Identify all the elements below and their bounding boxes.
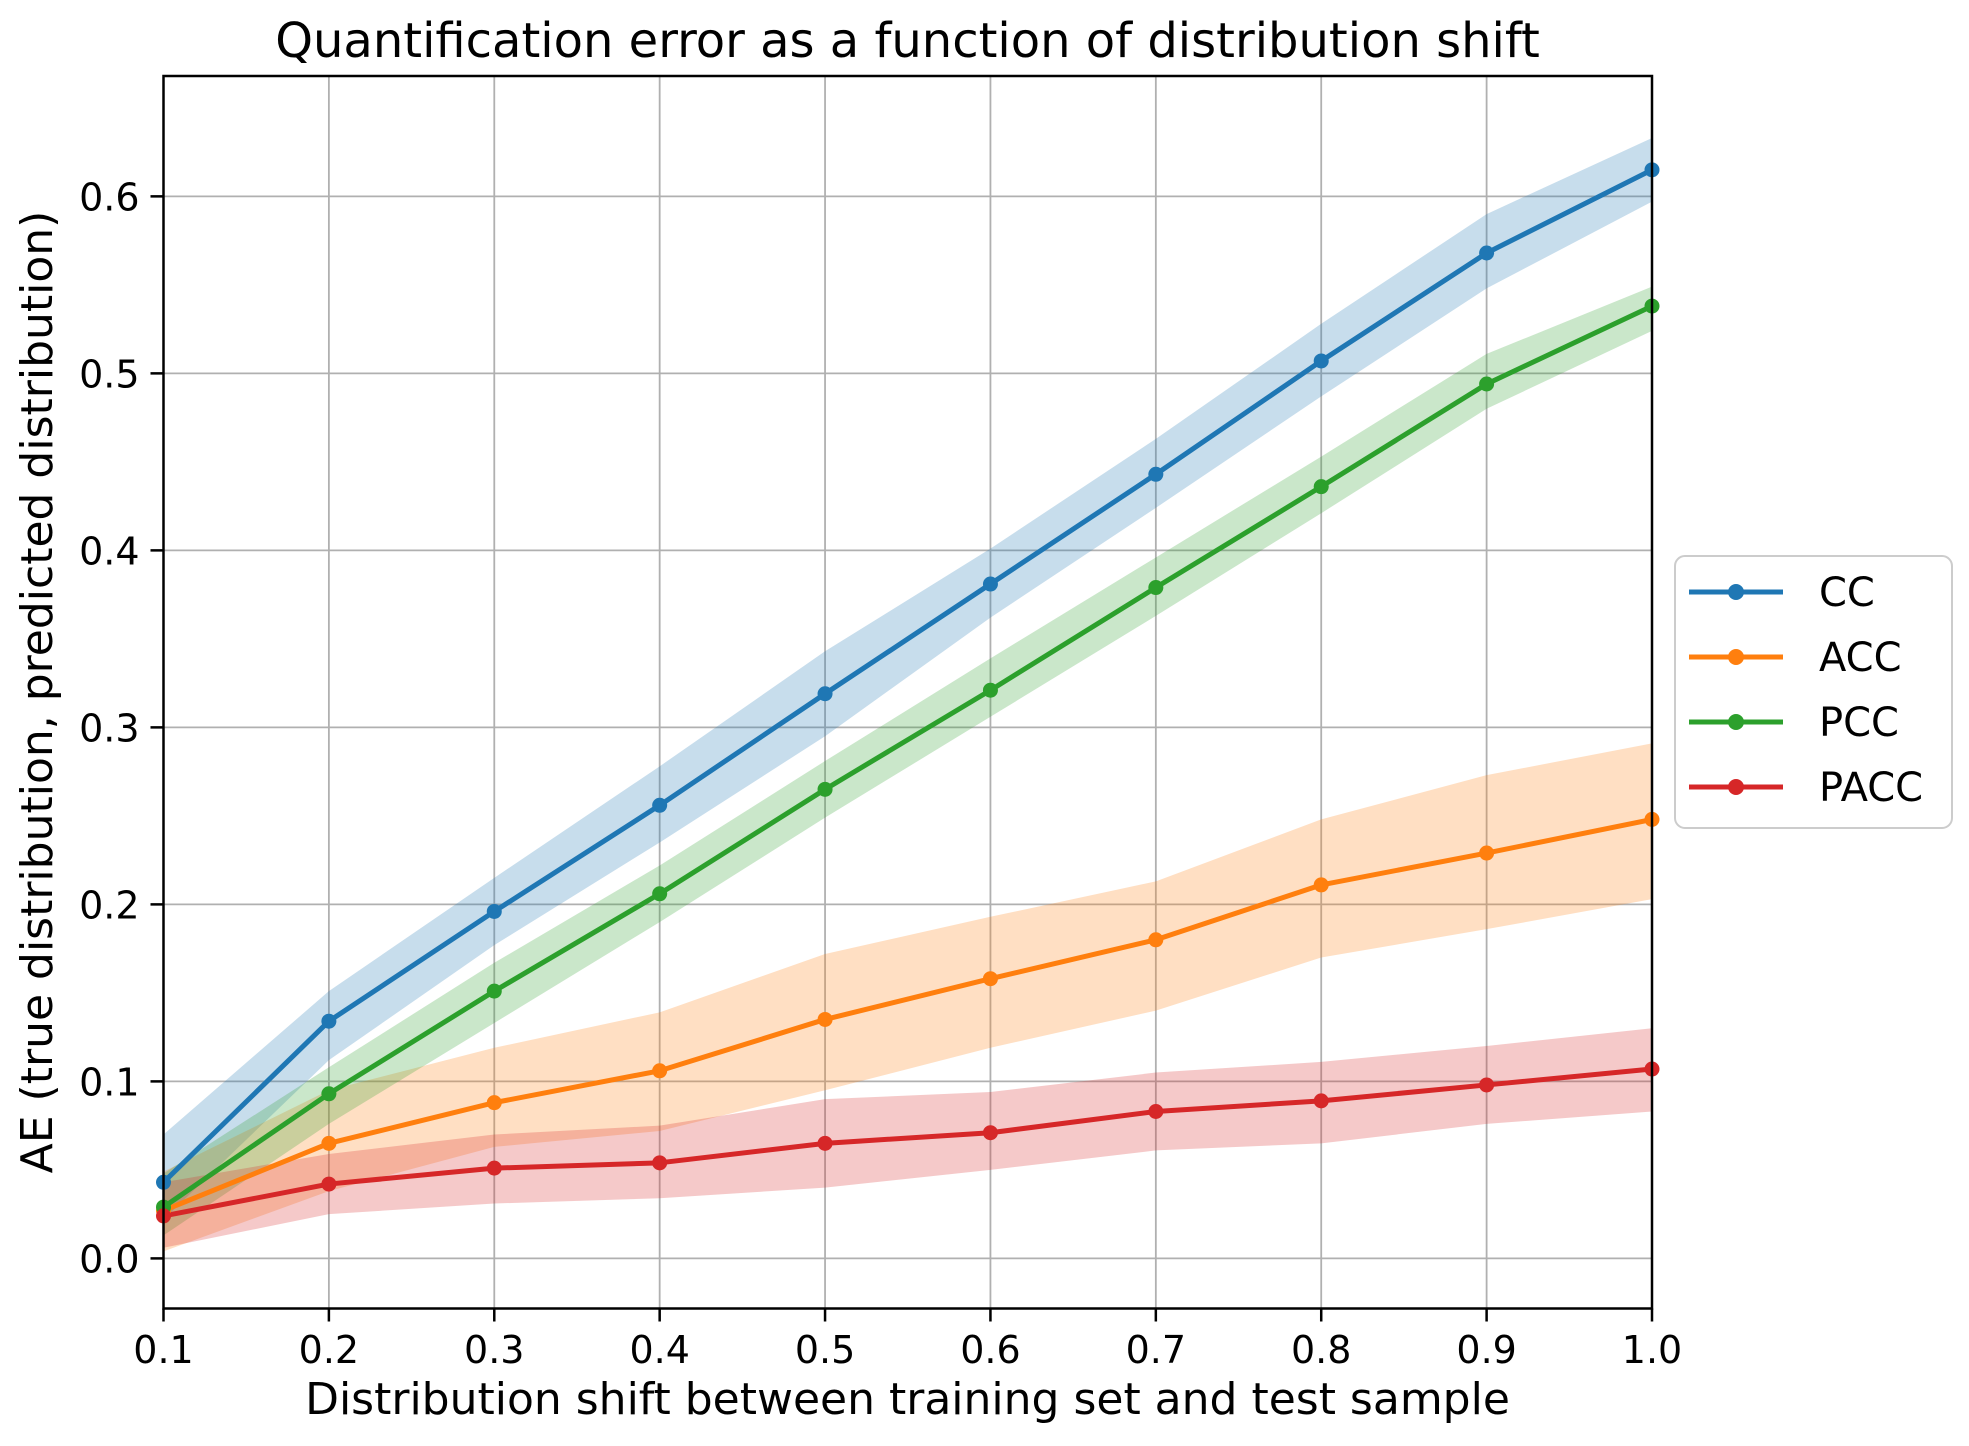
band-CC xyxy=(163,137,1652,1220)
series-lines xyxy=(161,167,1655,1219)
legend-frame xyxy=(1674,555,1953,829)
legend-marker-PCC xyxy=(1728,714,1744,730)
y-tick-label-0.5: 0.5 xyxy=(79,352,139,396)
marker-PACC-0.7 xyxy=(1148,1103,1164,1119)
plot-border xyxy=(162,74,1654,1310)
line-ACC xyxy=(161,816,1655,1214)
legend-item-CC: CC xyxy=(1689,570,1875,616)
marker-ACC-0.5 xyxy=(817,1011,833,1027)
x-tick-label-0.8: 0.8 xyxy=(1291,1328,1351,1372)
marker-PCC-0.5 xyxy=(817,781,833,797)
x-axis-label: Distribution shift between training set … xyxy=(305,1374,1510,1425)
y-tick-label-0.3: 0.3 xyxy=(79,706,139,750)
legend-item-ACC: ACC xyxy=(1689,635,1902,681)
y-tick-label-0.2: 0.2 xyxy=(79,883,139,927)
line-PCC xyxy=(161,303,1655,1210)
marker-CC-0.4 xyxy=(652,797,668,813)
legend-marker-ACC xyxy=(1728,649,1744,665)
band-PCC xyxy=(163,286,1652,1236)
marker-ACC-0.6 xyxy=(982,971,998,987)
legend-item-PCC: PCC xyxy=(1689,700,1899,746)
legend: CC ACC PCC PACC xyxy=(1674,555,1953,829)
x-tick-label-0.5: 0.5 xyxy=(795,1328,855,1372)
legend-marker-PACC xyxy=(1728,779,1744,795)
confidence-bands xyxy=(163,137,1652,1252)
marker-PACC-0.4 xyxy=(652,1155,668,1171)
marker-CC-0.6 xyxy=(982,576,998,592)
marker-PACC-0.8 xyxy=(1313,1093,1329,1109)
x-tick-label-0.4: 0.4 xyxy=(629,1328,689,1372)
marker-PCC-0.2 xyxy=(321,1086,337,1102)
x-tick-label-0.3: 0.3 xyxy=(464,1328,524,1372)
line-PACC xyxy=(161,1066,1655,1219)
x-tick-label-0.7: 0.7 xyxy=(1126,1328,1186,1372)
y-tick-label-0.6: 0.6 xyxy=(79,175,139,219)
marker-PCC-0.4 xyxy=(652,886,668,902)
x-tick-label-1: 1.0 xyxy=(1622,1328,1682,1372)
x-tick-label-0.2: 0.2 xyxy=(299,1328,359,1372)
chart-title: Quantification error as a function of di… xyxy=(275,13,1540,69)
marker-PCC-0.3 xyxy=(486,983,502,999)
marker-PACC-0.2 xyxy=(321,1176,337,1192)
marker-ACC-0.8 xyxy=(1313,877,1329,893)
marker-CC-0.3 xyxy=(486,903,502,919)
marker-PACC-0.9 xyxy=(1479,1077,1495,1093)
marker-ACC-0.3 xyxy=(486,1095,502,1111)
tick-labels: 0.1 0.2 0.3 0.4 0.5 0.6 0.7 0.8 0.9 1.0 0.0 0.1 0.2 0… xyxy=(79,175,1682,1372)
marker-CC-0.2 xyxy=(321,1013,337,1029)
y-axis-label: AE (true distribution, predicted distrib… xyxy=(12,211,63,1174)
line-CC xyxy=(161,167,1655,1185)
y-tick-label-0.4: 0.4 xyxy=(79,529,139,573)
marker-ACC-0.4 xyxy=(652,1063,668,1079)
marker-PCC-0.6 xyxy=(982,682,998,698)
marker-PACC-0.3 xyxy=(486,1160,502,1176)
marker-CC-0.5 xyxy=(817,686,833,702)
legend-label-ACC: ACC xyxy=(1819,635,1902,681)
marker-CC-0.7 xyxy=(1148,466,1164,482)
marker-PACC-0.5 xyxy=(817,1135,833,1151)
tick-marks xyxy=(150,195,1654,1322)
marker-ACC-0.7 xyxy=(1148,932,1164,948)
marker-ACC-0.2 xyxy=(321,1135,337,1151)
legend-label-PCC: PCC xyxy=(1819,700,1899,746)
marker-CC-0.8 xyxy=(1313,353,1329,369)
x-tick-label-0.9: 0.9 xyxy=(1456,1328,1516,1372)
marker-PACC-0.6 xyxy=(982,1125,998,1141)
y-tick-label-0: 0.0 xyxy=(79,1237,139,1281)
legend-label-CC: CC xyxy=(1819,570,1875,616)
marker-PCC-0.9 xyxy=(1479,376,1495,392)
marker-PCC-0.7 xyxy=(1148,580,1164,596)
legend-label-PACC: PACC xyxy=(1819,765,1923,811)
x-tick-label-0.1: 0.1 xyxy=(133,1328,193,1372)
marker-PCC-0.8 xyxy=(1313,479,1329,495)
x-tick-label-0.6: 0.6 xyxy=(960,1328,1020,1372)
marker-ACC-0.9 xyxy=(1479,845,1495,861)
legend-item-PACC: PACC xyxy=(1689,765,1923,811)
y-tick-label-0.1: 0.1 xyxy=(79,1060,139,1104)
series-markers xyxy=(156,162,1660,1224)
marker-CC-0.9 xyxy=(1479,245,1495,261)
legend-marker-CC xyxy=(1728,584,1744,600)
